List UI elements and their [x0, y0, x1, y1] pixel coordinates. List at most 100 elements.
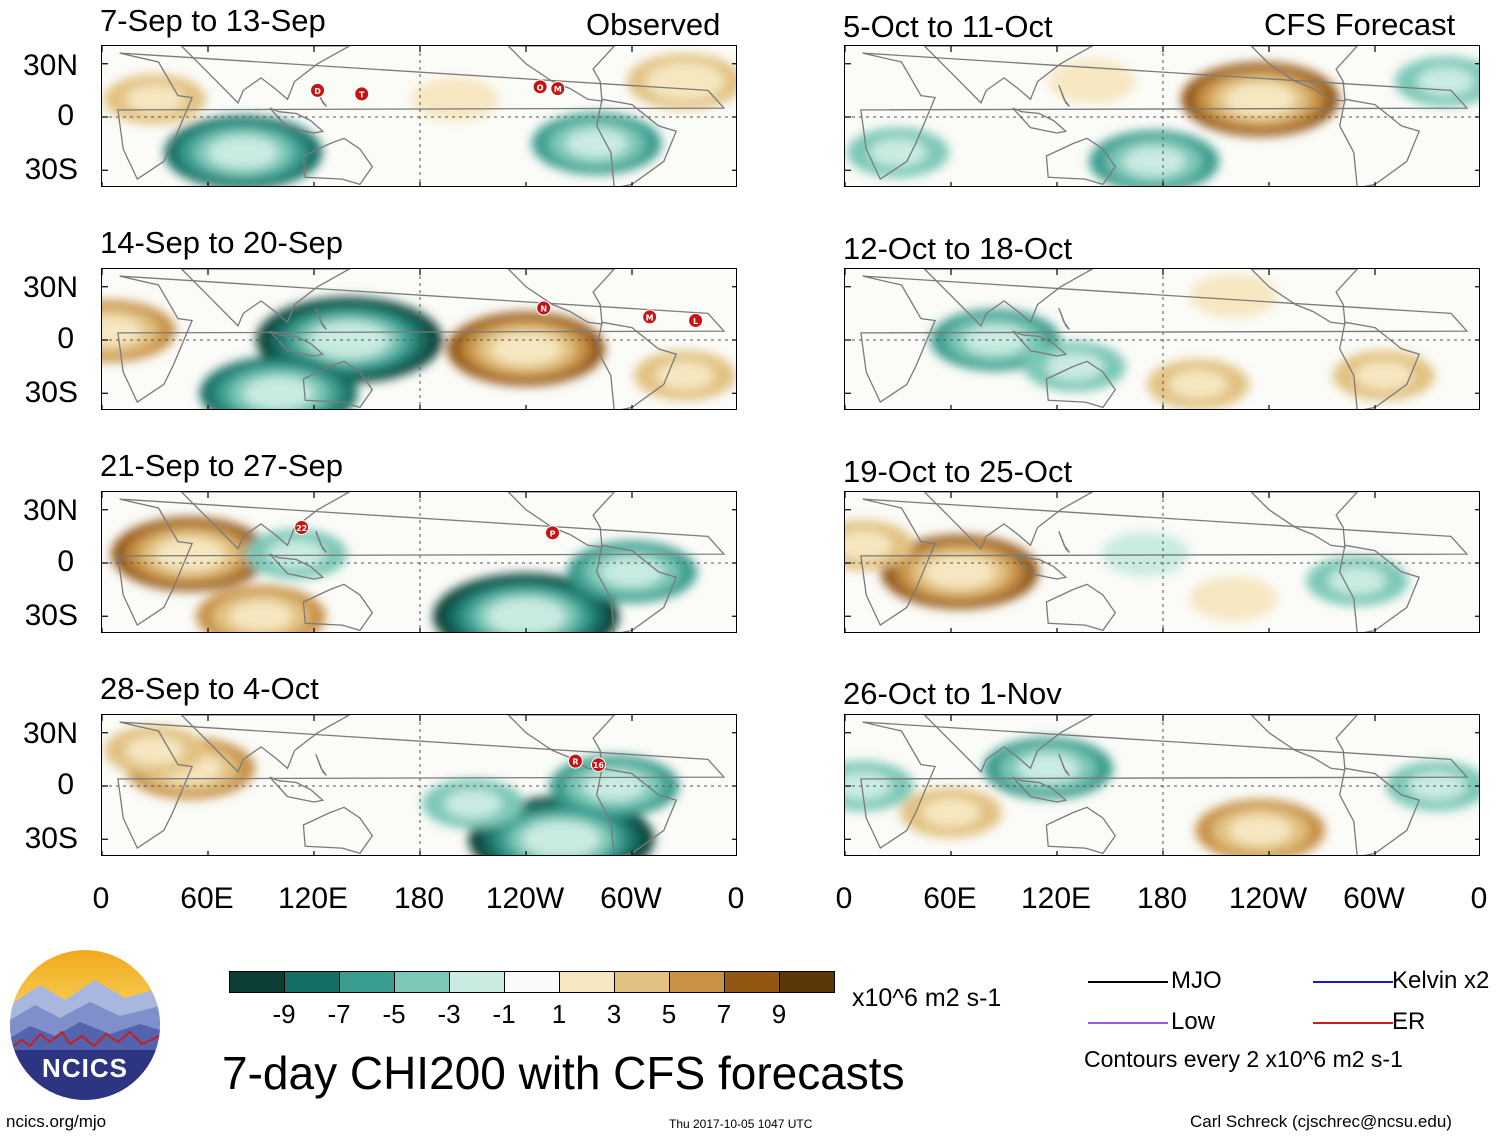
anomaly-blob — [126, 736, 184, 765]
coastline — [923, 715, 1094, 773]
storm-marker-label: L — [693, 317, 698, 326]
coastline — [1058, 530, 1070, 553]
anomaly-blob — [486, 598, 566, 632]
anomaly-blob — [600, 557, 664, 587]
colorbar-label: -9 — [272, 999, 296, 1029]
coastline — [302, 583, 374, 632]
storm-marker-label: T — [359, 90, 365, 99]
coastline — [923, 269, 1094, 327]
lon-tick: 60E — [180, 882, 234, 915]
anomaly-blob — [267, 539, 326, 569]
colorbar-swatch — [504, 971, 560, 993]
colorbar-swatch — [779, 971, 835, 993]
anomaly-blob — [411, 77, 500, 122]
coastline — [1045, 583, 1117, 632]
coastline — [180, 46, 351, 104]
anomaly-blob — [1225, 82, 1296, 116]
lon-tick: 180 — [393, 882, 445, 915]
coastline — [596, 544, 678, 632]
lon-tick: 0 — [835, 882, 853, 915]
coastline — [507, 46, 616, 102]
colorbar-swatch — [449, 971, 505, 993]
storm-marker-icon — [567, 753, 583, 769]
lon-tick: 120E — [1020, 882, 1092, 915]
panel-title-fc-4: 26-Oct to 1-Nov — [843, 676, 1062, 711]
anomaly-field — [847, 56, 1479, 186]
coastline — [269, 776, 325, 803]
storm-marker-icon — [354, 86, 370, 102]
map-panel-fc-1 — [844, 45, 1480, 187]
map-svg — [845, 715, 1479, 855]
legend-label-mjo: MJO — [1171, 967, 1222, 994]
anomaly-field — [104, 53, 736, 186]
coastline — [302, 137, 374, 186]
legend-line-kelvin — [1313, 981, 1393, 983]
legend-label-low: Low — [1171, 1008, 1216, 1035]
colorbar-label: -3 — [437, 999, 461, 1029]
coastline — [180, 269, 351, 327]
lat-tick-30n: 30N — [22, 717, 78, 750]
anomaly-blob — [229, 601, 293, 632]
anomaly-blob — [1229, 815, 1292, 846]
coastline — [117, 498, 726, 627]
colorbar-label: 7 — [716, 999, 732, 1029]
anomaly-blob — [444, 789, 502, 818]
storm-marker-icon — [532, 79, 548, 95]
storm-marker-icon — [310, 82, 326, 98]
colorbar-swatch — [339, 971, 395, 993]
anomaly-blob — [1407, 771, 1466, 801]
colorbar-label: -7 — [327, 999, 351, 1029]
lon-tick: 120E — [277, 882, 349, 915]
coastline — [117, 275, 726, 404]
map-panel-fc-3 — [844, 491, 1480, 633]
coastline — [117, 52, 726, 181]
map-svg: 22 P — [102, 492, 736, 632]
lon-tick: 60E — [923, 882, 977, 915]
anomaly-blob — [1048, 59, 1137, 104]
map-svg — [845, 492, 1479, 632]
anomaly-blob — [491, 332, 561, 366]
anomaly-blob — [1169, 370, 1228, 399]
footer-url[interactable]: ncics.org/mjo — [6, 1112, 107, 1131]
panel-title-obs-1: 7-Sep to 13-Sep — [100, 3, 326, 38]
coastline — [923, 46, 1094, 104]
anomaly-blob — [565, 128, 628, 159]
lat-tick-30s: 30S — [24, 822, 78, 855]
coastline — [302, 360, 374, 409]
observed-label: Observed — [586, 7, 721, 42]
coastline — [1339, 544, 1421, 632]
forecast-label: CFS Forecast — [1264, 7, 1456, 42]
coastline — [1339, 98, 1421, 186]
coastline — [269, 553, 325, 580]
storm-marker-label: 22 — [296, 524, 307, 533]
storm-marker-icon — [545, 525, 560, 541]
colorbar-label: 9 — [771, 999, 787, 1029]
footer-timestamp: Thu 2017-10-05 1047 UTC — [669, 1117, 813, 1131]
anomaly-blob — [102, 316, 142, 346]
map-svg: N M L — [102, 269, 736, 409]
anomaly-blob — [924, 555, 995, 589]
lat-tick-0: 0 — [57, 99, 74, 132]
colorbar-swatch — [284, 971, 340, 993]
anomaly-blob — [1328, 566, 1387, 595]
storm-marker-icon — [550, 81, 566, 97]
colorbar-swatch — [229, 971, 285, 993]
storm-marker-label: O — [537, 83, 544, 92]
contour-note: Contours every 2 x10^6 m2 s-1 — [1084, 1046, 1403, 1072]
lon-tick: 0 — [727, 882, 745, 915]
anomaly-blob — [1189, 273, 1278, 318]
coastline — [1058, 307, 1070, 330]
anomaly-blob — [845, 531, 892, 560]
coastline — [1339, 321, 1421, 409]
map-panel-obs-3: 22 P — [101, 491, 737, 633]
lat-tick-30n: 30N — [22, 494, 78, 527]
panel-title-obs-4: 28-Sep to 4-Oct — [100, 671, 319, 706]
coastline — [180, 492, 351, 550]
coastline — [507, 269, 616, 325]
panel-title-fc-2: 12-Oct to 18-Oct — [843, 231, 1073, 266]
legend-label-kelvin: Kelvin x2 — [1392, 967, 1490, 994]
coastline — [1339, 767, 1421, 855]
storm-marker-label: N — [540, 305, 547, 314]
panel-title-fc-3: 19-Oct to 25-Oct — [843, 454, 1073, 489]
